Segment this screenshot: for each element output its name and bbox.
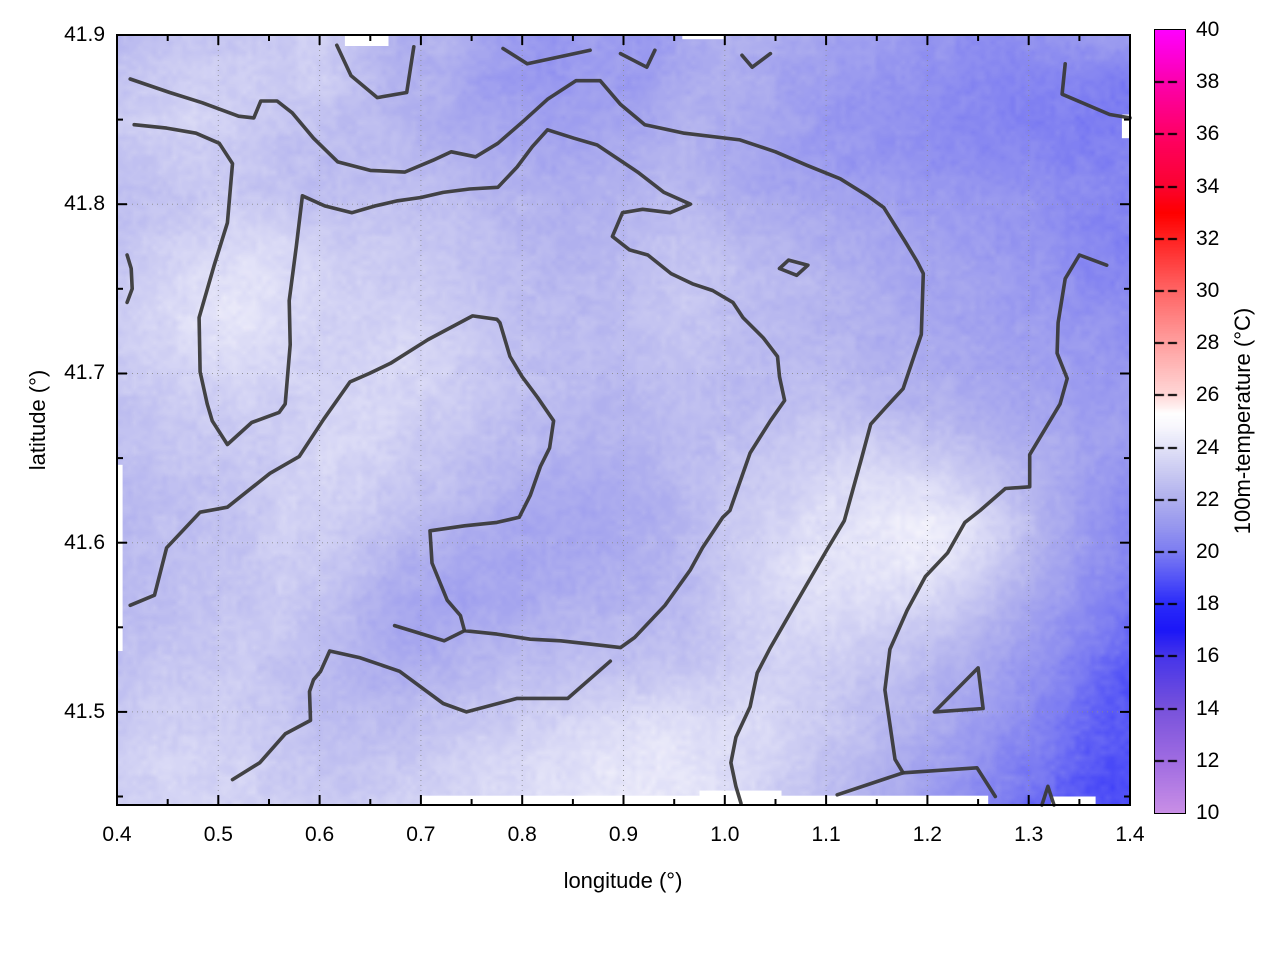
x-tick-label: 0.9 [608,823,639,846]
x-tick-label: 1.3 [1014,823,1044,846]
colorbar-gradient [1154,29,1186,814]
colorbar-tick-label: 32 [1196,226,1220,250]
x-tick-label: 0.4 [102,823,132,846]
colorbar-tick-label: 36 [1196,122,1220,146]
x-tick-label: 1.1 [811,823,841,846]
y-tick-label: 41.9 [64,23,105,46]
x-tick-label: 0.8 [507,823,537,846]
y-tick-label: 41.7 [64,361,105,385]
x-tick-label: 1.0 [710,823,740,846]
colorbar-tick-label: 14 [1196,696,1220,720]
colorbar-tick-label: 18 [1196,592,1220,616]
heatmap-canvas [117,35,1130,805]
colorbar-tick-label: 30 [1196,279,1220,302]
x-tick-label: 1.4 [1115,823,1145,846]
colorbar-tick-label: 28 [1196,331,1220,355]
colorbar-tick-label: 12 [1196,748,1220,772]
y-tick-label: 41.5 [64,699,105,723]
y-tick-label: 41.6 [64,530,105,554]
x-axis-label: longitude (°) [563,868,683,893]
x-tick-label: 1.2 [912,823,942,846]
colorbar-tick-label: 40 [1196,18,1220,41]
y-tick-label: 41.8 [64,192,105,216]
colorbar-tick-label: 26 [1196,383,1220,407]
x-tick-label: 0.7 [406,823,436,846]
colorbar-tick-label: 24 [1196,435,1220,459]
colorbar-tick-label: 38 [1196,70,1220,94]
colorbar-tick-label: 34 [1196,174,1220,198]
colorbar-tick-label: 22 [1196,487,1220,511]
x-tick-label: 0.5 [203,823,233,846]
colorbar-tick-label: 16 [1196,644,1220,668]
colorbar-tick-label: 10 [1196,801,1220,824]
x-tick-label: 0.6 [304,823,335,846]
colorbar-tick-label: 20 [1196,540,1220,563]
